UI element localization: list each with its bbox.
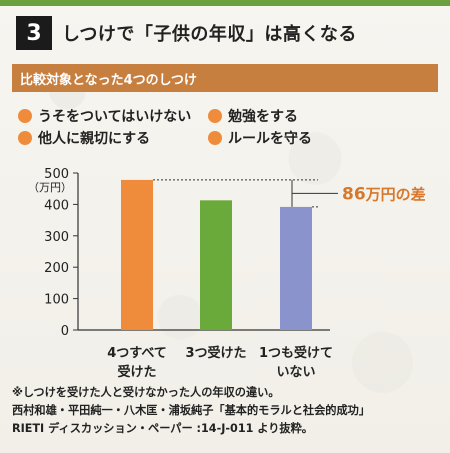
legend-item-label: 勉強をする <box>228 109 298 125</box>
bar <box>200 200 232 330</box>
x-tick-label: 1つも受けて <box>259 345 333 361</box>
legend-item-label: うそをついてはいけない <box>38 109 192 125</box>
x-tick-label: 受けた <box>117 364 156 380</box>
x-tick-label: いない <box>276 365 315 380</box>
legend-dot-icon <box>18 131 32 145</box>
y-tick-label: 200 <box>44 261 69 276</box>
legend-item: うそをついてはいけない <box>18 106 191 126</box>
page-title: しつけで「子供の年収」は高くなる <box>62 24 357 45</box>
difference-annotation: 86万円の差 <box>342 184 426 204</box>
legend-dot-icon <box>208 109 222 123</box>
x-tick-label: 3つ受けた <box>185 345 246 361</box>
y-tick-label: 100 <box>44 293 69 308</box>
footnote-line: ※しつけを受けた人と受けなかった人の年収の違い。 <box>12 386 280 399</box>
x-tick-label: 4つすべて <box>107 346 167 361</box>
section-header: 3 しつけで「子供の年収」は高くなる <box>16 16 357 50</box>
legend-item: 勉強をする <box>208 106 298 126</box>
top-accent-bar <box>0 0 450 6</box>
y-tick-label: 300 <box>44 230 69 245</box>
y-axis-unit-label: （万円） <box>28 181 72 194</box>
comparison-heading-label: 比較対象となった4つのしつけ <box>20 72 197 88</box>
legend-dot-icon <box>208 131 222 145</box>
y-axis-top-label: 500 <box>44 167 69 182</box>
bar <box>280 206 312 330</box>
bar <box>121 179 153 330</box>
y-tick-label: 400 <box>44 198 69 213</box>
legend-item-label: 他人に親切にする <box>38 131 151 147</box>
footnote-line: 西村和雄・平田純一・八木匡・浦坂純子「基本的モラルと社会的成功」 <box>12 404 371 417</box>
comparison-heading-bar: 比較対象となった4つのしつけ <box>12 64 438 92</box>
legend-item: 他人に親切にする <box>18 128 150 148</box>
y-tick-label: 0 <box>61 324 69 339</box>
footnote: ※しつけを受けた人と受けなかった人の年収の違い。 西村和雄・平田純一・八木匡・浦… <box>12 384 442 438</box>
legend-item-label: ルールを守る <box>228 131 312 147</box>
legend-dot-icon <box>18 109 32 123</box>
legend-item: ルールを守る <box>208 128 312 148</box>
footnote-line: RIETI ディスカッション・ペーパー :14-J-011 より抜粋。 <box>12 422 313 435</box>
section-number-badge: 3 <box>16 16 52 50</box>
